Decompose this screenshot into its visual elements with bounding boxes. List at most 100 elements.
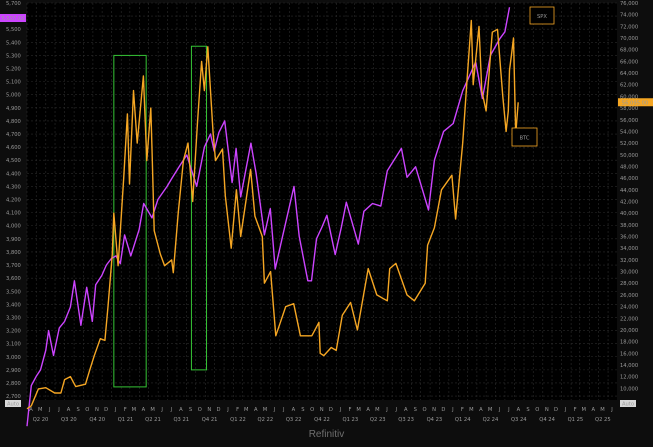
highlight-period xyxy=(190,45,208,371)
x-month-tick: O xyxy=(422,407,426,413)
x-month-tick: F xyxy=(124,407,127,413)
x-month-tick: O xyxy=(85,407,89,413)
y-right-tick: 70,000 xyxy=(620,36,638,42)
x-month-tick: J xyxy=(394,407,397,413)
legend-label-spx: SPX xyxy=(537,14,547,20)
x-quarter-tick: Q2 21 xyxy=(145,417,161,423)
y-left-tick: 2,700 xyxy=(6,394,21,400)
x-month-tick: S xyxy=(189,407,192,413)
y-right-tick: 16,000 xyxy=(620,351,638,357)
y-right-tick: 76,000 xyxy=(620,1,638,7)
x-quarter-tick: Q4 23 xyxy=(427,417,443,423)
x-quarter-tick: Q1 22 xyxy=(230,417,246,423)
y-right-tick: 18,000 xyxy=(620,340,638,346)
y-right-tick: 44,000 xyxy=(620,188,638,194)
x-quarter-tick: Q3 20 xyxy=(61,417,77,423)
y-left-tick: 4,000 xyxy=(6,224,21,230)
x-quarter-tick: Q4 20 xyxy=(89,417,105,423)
x-quarter-tick: Q1 24 xyxy=(455,417,471,423)
y-right-tick: 38,000 xyxy=(620,223,638,229)
y-left-tick: 3,200 xyxy=(6,329,21,335)
source-label: Refinitiv xyxy=(308,429,345,440)
y-left-tick: 4,100 xyxy=(6,211,21,217)
y-left-tick: 5,300 xyxy=(6,53,21,59)
y-left-tick: 4,300 xyxy=(6,184,21,190)
x-month-tick: A xyxy=(592,407,596,413)
y-left-tick: 3,100 xyxy=(6,342,21,348)
y-right-tick: 42,000 xyxy=(620,200,638,206)
x-month-tick: M xyxy=(600,407,604,413)
x-month-tick: D xyxy=(441,407,445,413)
x-month-tick: A xyxy=(254,407,258,413)
y-right-tick: 46,000 xyxy=(620,176,638,182)
x-month-tick: J xyxy=(170,407,173,413)
x-month-tick: J xyxy=(610,407,613,413)
y-left-tick: 5,700 xyxy=(6,1,21,7)
y-right-tick: 66,000 xyxy=(620,59,638,65)
x-month-tick: D xyxy=(217,407,221,413)
x-quarter-tick: Q2 25 xyxy=(595,417,611,423)
y-right-tick: 24,000 xyxy=(620,305,638,311)
x-month-tick: A xyxy=(179,407,183,413)
series-line-btc xyxy=(26,19,519,410)
x-month-tick: N xyxy=(207,407,211,413)
x-month-tick: J xyxy=(48,407,51,413)
legend-label-btc: BTC xyxy=(519,136,529,142)
x-month-tick: J xyxy=(114,407,117,413)
x-month-tick: A xyxy=(404,407,408,413)
y-right-tick: 60,000 xyxy=(620,94,638,100)
legend-box-btc xyxy=(511,127,538,147)
y-left-tick: 3,500 xyxy=(6,289,21,295)
x-month-tick: A xyxy=(479,407,483,413)
x-quarter-tick: Q1 25 xyxy=(568,417,584,423)
x-month-tick: M xyxy=(488,407,492,413)
x-month-tick: N xyxy=(432,407,436,413)
y-right-tick: 28,000 xyxy=(620,281,638,287)
y-left-tick: 5,200 xyxy=(6,67,21,73)
x-month-tick: M xyxy=(132,407,136,413)
y-right-tick: 74,000 xyxy=(620,13,638,19)
y-right-tick: 48,000 xyxy=(620,164,638,170)
y-right-tick: 32,000 xyxy=(620,258,638,264)
x-month-tick: J xyxy=(339,407,342,413)
y-right-tick: 50,000 xyxy=(620,153,638,159)
x-quarter-tick: Q3 24 xyxy=(511,417,527,423)
y-left-tick: 4,400 xyxy=(6,171,21,177)
y-right-tick: 26,000 xyxy=(620,293,638,299)
y-left-tick: 4,900 xyxy=(6,106,21,112)
x-month-tick: J xyxy=(282,407,285,413)
x-month-tick: J xyxy=(507,407,510,413)
x-month-tick: S xyxy=(526,407,529,413)
x-month-tick: M xyxy=(469,407,473,413)
x-month-tick: M xyxy=(150,407,154,413)
x-month-tick: S xyxy=(414,407,417,413)
legend-box-spx xyxy=(529,6,555,25)
x-month-tick: O xyxy=(535,407,539,413)
x-month-tick: J xyxy=(564,407,567,413)
x-quarter-tick: Q3 22 xyxy=(286,417,302,423)
y-left-tick: 3,900 xyxy=(6,237,21,243)
y-left-tick: 4,200 xyxy=(6,198,21,204)
y-left-unit-tag-box xyxy=(5,400,21,407)
y-left-tick: 5,500 xyxy=(6,27,21,33)
x-month-tick: F xyxy=(461,407,464,413)
y-right-tick: 72,000 xyxy=(620,24,638,30)
x-month-tick: A xyxy=(366,407,370,413)
x-month-tick: A xyxy=(517,407,521,413)
x-month-tick: A xyxy=(292,407,296,413)
x-quarter-tick: Q2 22 xyxy=(258,417,274,423)
y-right-unit-tag-box xyxy=(620,400,636,407)
y-left-tick: 4,800 xyxy=(6,119,21,125)
x-month-tick: S xyxy=(76,407,79,413)
x-month-tick: D xyxy=(554,407,558,413)
y-right-tick: 12,000 xyxy=(620,375,638,381)
x-month-tick: F xyxy=(574,407,577,413)
y-left-tick: 3,600 xyxy=(6,276,21,282)
y-left-tick: 4,700 xyxy=(6,132,21,138)
x-month-tick: O xyxy=(198,407,202,413)
y-left-tick: 2,800 xyxy=(6,381,21,387)
y-right-tick: 30,000 xyxy=(620,270,638,276)
y-right-last-value-box xyxy=(618,98,653,107)
x-month-tick: S xyxy=(301,407,304,413)
